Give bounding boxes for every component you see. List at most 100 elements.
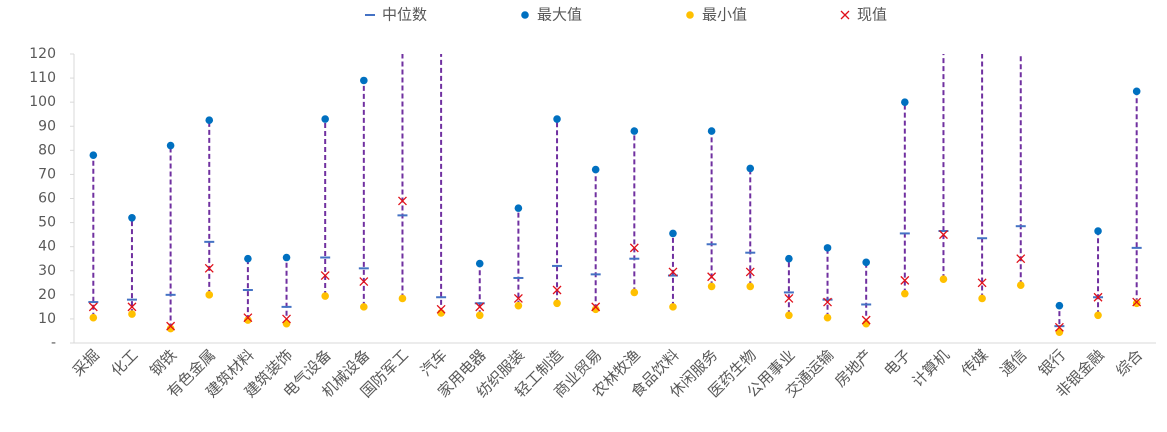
current-marker xyxy=(513,293,523,303)
current-marker xyxy=(977,278,987,288)
min-marker xyxy=(901,289,909,298)
max-marker xyxy=(282,253,291,262)
min-marker xyxy=(978,294,986,303)
max-marker xyxy=(1094,227,1102,235)
x-tick-label: 传媒 xyxy=(958,346,992,380)
max-marker xyxy=(244,254,252,263)
current-marker xyxy=(591,302,601,312)
min-marker xyxy=(244,316,252,324)
y-tick-label: 110 xyxy=(29,70,56,86)
current-marker xyxy=(900,275,910,285)
max-marker xyxy=(475,259,484,268)
max-marker xyxy=(746,164,755,173)
legend-label: 最大值 xyxy=(537,6,582,24)
current-marker xyxy=(784,293,794,303)
current-marker xyxy=(1016,254,1026,264)
current-marker xyxy=(204,263,214,273)
max-marker xyxy=(1132,87,1141,96)
max-marker xyxy=(823,244,832,252)
max-marker xyxy=(901,98,909,106)
min-marker xyxy=(321,292,329,300)
min-marker xyxy=(630,288,639,297)
current-marker xyxy=(668,267,678,277)
min-marker xyxy=(89,313,98,322)
min-marker xyxy=(398,294,407,303)
y-tick-label: - xyxy=(51,335,56,351)
max-marker xyxy=(669,229,677,238)
x-tick-label: 钢铁 xyxy=(146,346,180,380)
current-marker xyxy=(1054,322,1064,332)
current-marker xyxy=(707,272,717,282)
y-tick-label: 50 xyxy=(38,215,56,231)
current-marker xyxy=(436,304,446,314)
legend-label: 中位数 xyxy=(382,6,427,24)
max-marker xyxy=(553,115,561,123)
y-tick-label: 120 xyxy=(29,46,56,62)
current-marker xyxy=(552,285,562,295)
current-marker xyxy=(166,321,176,331)
current-marker xyxy=(243,313,253,323)
max-marker xyxy=(707,127,716,135)
current-marker xyxy=(359,277,369,287)
min-marker xyxy=(1055,328,1064,336)
current-marker xyxy=(823,297,832,307)
min-marker xyxy=(823,313,832,322)
x-tick-label: 汽车 xyxy=(417,346,451,380)
max-marker xyxy=(128,213,136,222)
max-marker xyxy=(321,115,329,123)
max-marker xyxy=(89,151,98,159)
min-marker xyxy=(553,299,561,308)
current-marker xyxy=(282,314,291,324)
current-marker xyxy=(475,302,485,312)
x-tick-label: 化工 xyxy=(108,346,142,380)
y-tick-label: 40 xyxy=(38,239,56,255)
x-tick-label: 电子 xyxy=(881,346,915,380)
x-tick-label: 计算机 xyxy=(909,346,954,391)
x-tick-label: 银行 xyxy=(1035,346,1069,380)
max-marker xyxy=(360,76,368,85)
min-marker xyxy=(686,11,694,19)
min-marker xyxy=(166,324,175,333)
current-marker xyxy=(861,315,871,325)
plot-area xyxy=(88,26,1142,336)
x-tick-label: 综合 xyxy=(1112,346,1146,380)
current-marker xyxy=(398,196,407,206)
min-marker xyxy=(591,305,600,314)
min-marker xyxy=(1016,281,1025,290)
y-tick-label: 70 xyxy=(38,166,56,182)
max-marker xyxy=(514,204,523,212)
max-marker xyxy=(437,26,445,34)
min-marker xyxy=(1132,299,1141,308)
min-marker xyxy=(475,311,484,320)
min-marker xyxy=(205,291,214,299)
max-marker xyxy=(591,165,600,174)
min-marker xyxy=(785,311,793,320)
y-tick-label: 60 xyxy=(38,191,56,207)
current-marker xyxy=(127,302,137,312)
x-tick-label: 房地产 xyxy=(831,346,876,391)
min-marker xyxy=(128,310,136,318)
legend-label: 最小值 xyxy=(702,6,747,24)
current-marker xyxy=(88,302,98,312)
max-marker xyxy=(205,116,214,125)
min-marker xyxy=(437,309,445,317)
max-marker xyxy=(862,258,870,267)
legend-label: 现值 xyxy=(857,6,887,24)
min-marker xyxy=(360,303,368,311)
current-marker xyxy=(840,10,850,20)
y-tick-label: 100 xyxy=(29,94,56,110)
min-marker xyxy=(746,282,755,291)
min-marker xyxy=(669,303,677,311)
min-marker xyxy=(514,301,523,310)
min-marker xyxy=(1094,311,1102,320)
min-marker xyxy=(939,275,948,283)
y-tick-label: 10 xyxy=(38,311,56,327)
min-marker xyxy=(707,282,716,291)
min-marker xyxy=(282,319,291,328)
current-marker xyxy=(1132,297,1142,307)
current-marker xyxy=(939,230,948,240)
y-tick-label: 20 xyxy=(38,287,56,303)
y-tick-label: 30 xyxy=(38,263,56,279)
max-marker xyxy=(785,254,793,263)
